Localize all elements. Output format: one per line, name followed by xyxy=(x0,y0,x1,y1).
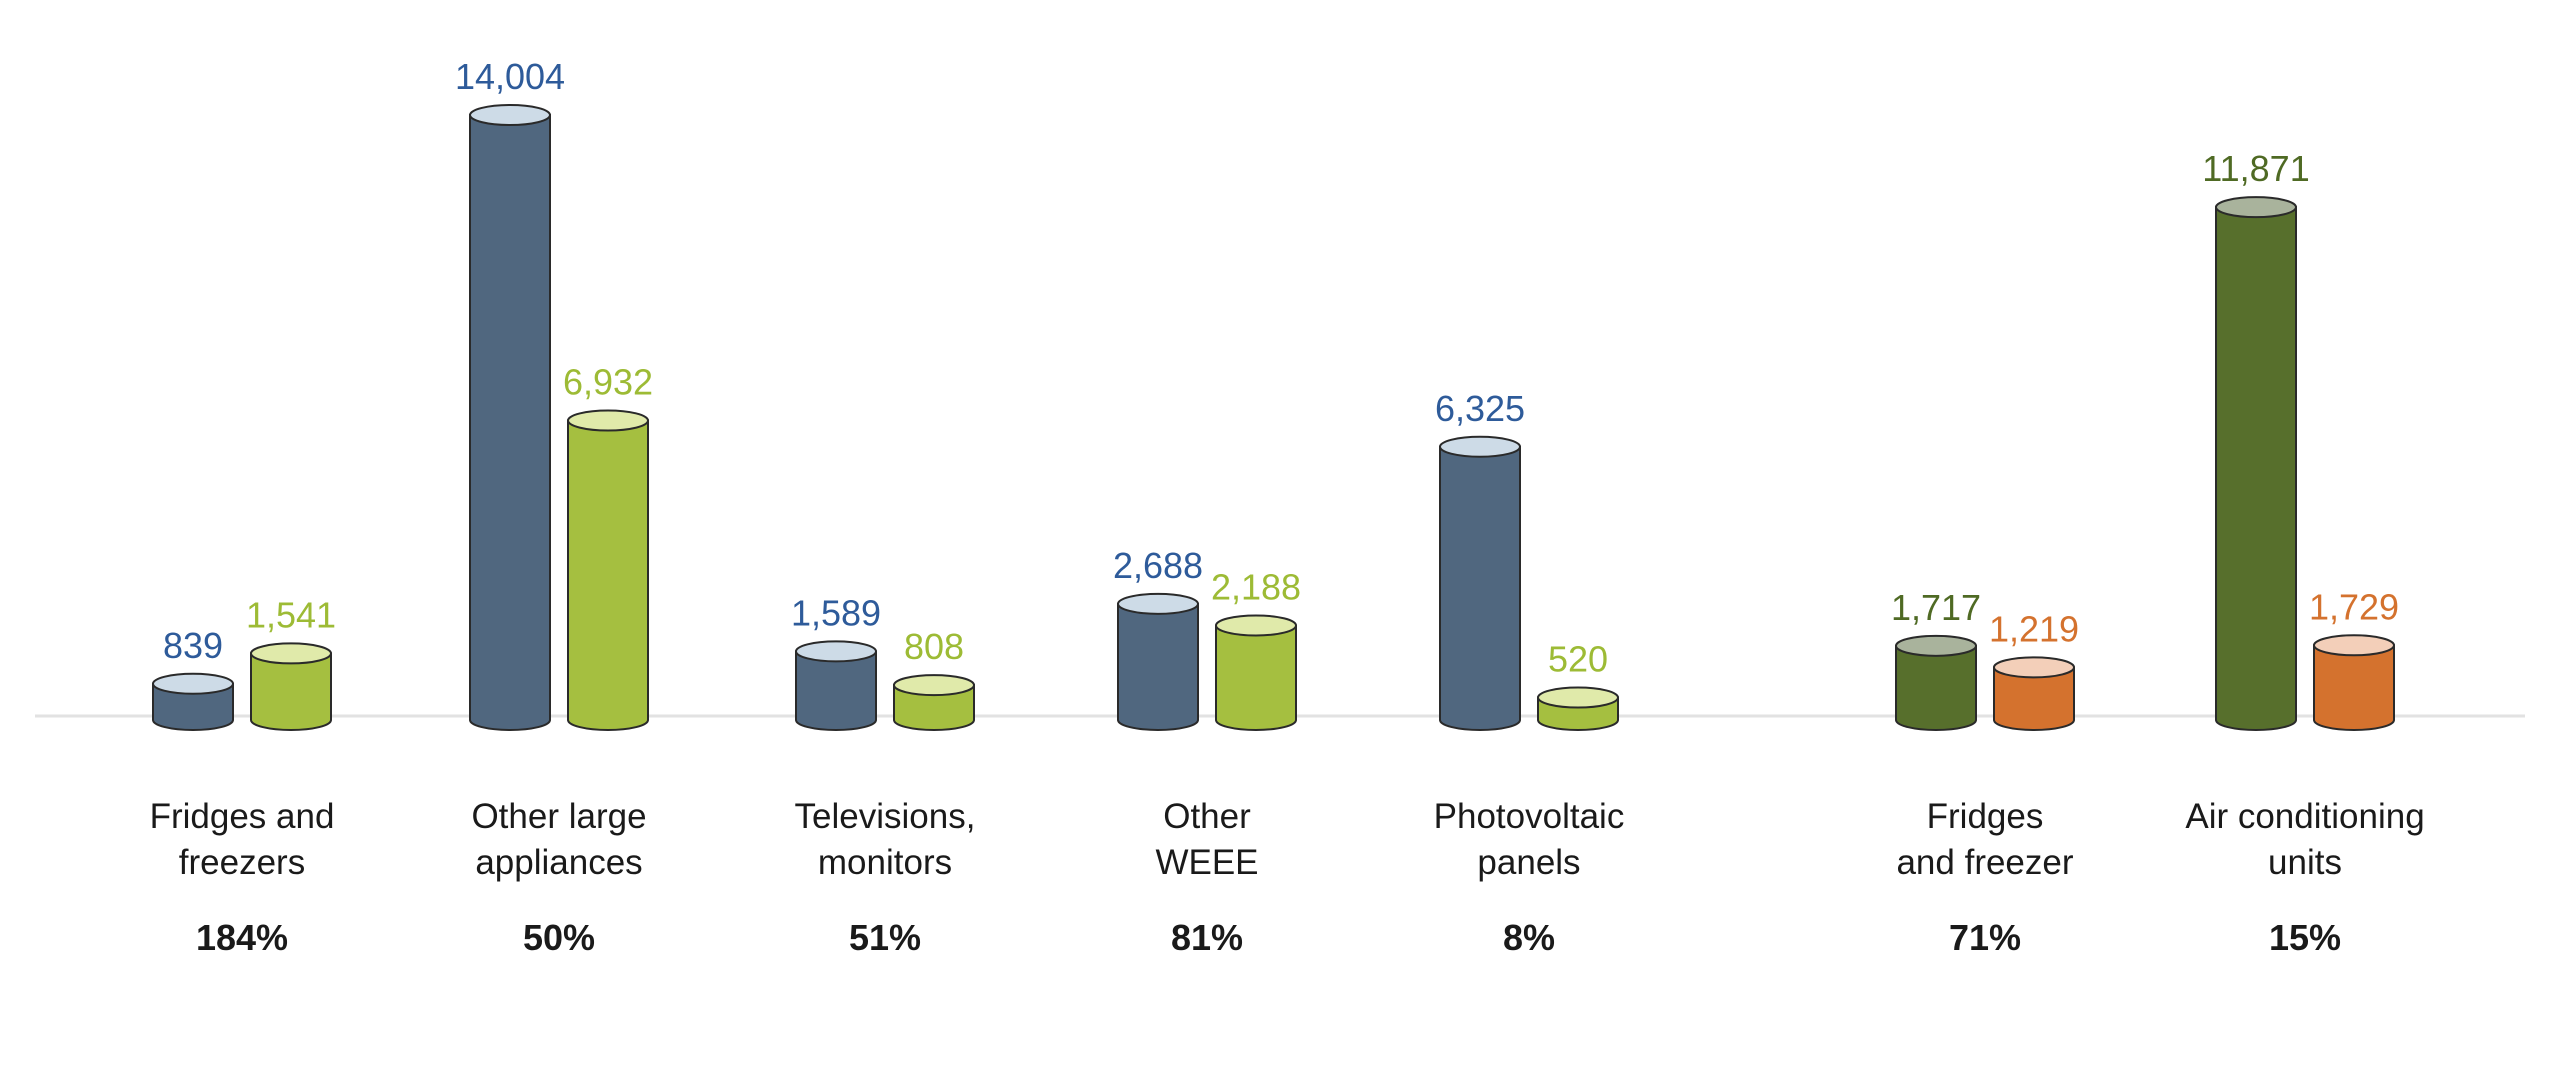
bar-top xyxy=(469,104,551,127)
bar-group: 839 1,541 Fridges and freezers 184% xyxy=(150,594,336,958)
percent-label: 8% xyxy=(1503,917,1555,958)
bar-group: 6,325 520 Photovoltaic panels 8% xyxy=(1434,388,1625,958)
category-label: Televisions, xyxy=(795,797,976,836)
bar-body xyxy=(567,419,649,731)
category-label: Other large xyxy=(471,797,646,836)
percent-label: 50% xyxy=(523,917,595,958)
bar-top xyxy=(795,640,877,663)
bar-body xyxy=(250,652,332,731)
bar-body xyxy=(1439,445,1521,731)
bar-top xyxy=(152,672,234,695)
bar-body xyxy=(1895,644,1977,731)
data-label: 1,541 xyxy=(246,594,336,635)
data-label: 11,871 xyxy=(2202,148,2309,189)
bar xyxy=(893,674,975,731)
bar-top xyxy=(250,642,332,665)
bar xyxy=(1993,656,2075,731)
data-label: 6,325 xyxy=(1435,388,1525,429)
bar-body xyxy=(1993,666,2075,731)
bar xyxy=(152,672,234,731)
bar xyxy=(1537,686,1619,731)
bar-top xyxy=(2215,196,2297,219)
bar-top xyxy=(1537,686,1619,709)
bar xyxy=(1117,592,1199,731)
bar xyxy=(2313,634,2395,731)
data-label: 520 xyxy=(1548,639,1608,680)
category-label: units xyxy=(2268,843,2342,882)
bar-group: 14,004 6,932 Other large appliances 50% xyxy=(455,56,653,958)
bar xyxy=(1215,614,1297,731)
category-label: Other xyxy=(1163,797,1251,836)
category-label: freezers xyxy=(179,843,305,882)
bar-body xyxy=(893,684,975,731)
percent-label: 71% xyxy=(1949,917,2021,958)
bar-top xyxy=(1895,634,1977,657)
category-label: panels xyxy=(1477,843,1580,882)
bar-group: 11,871 1,729 Air conditioning units 15% xyxy=(2185,148,2424,958)
category-label: and freezer xyxy=(1896,843,2073,882)
category-label: Air conditioning xyxy=(2185,797,2424,836)
bar-body xyxy=(795,650,877,731)
percent-label: 184% xyxy=(196,917,288,958)
category-label: monitors xyxy=(818,843,952,882)
bar-body xyxy=(152,682,234,731)
bar-body xyxy=(1215,624,1297,731)
data-label: 2,688 xyxy=(1113,545,1203,586)
bar xyxy=(1895,634,1977,731)
bar xyxy=(469,104,551,731)
bar-body xyxy=(2313,644,2395,731)
data-label: 839 xyxy=(163,625,223,666)
bar-top xyxy=(2313,634,2395,657)
bar xyxy=(1439,435,1521,731)
bar-top xyxy=(567,409,649,432)
bar-body xyxy=(2215,206,2297,731)
data-label: 14,004 xyxy=(455,56,565,97)
bar xyxy=(795,640,877,731)
bar-group: 1,589 808 Televisions, monitors 51% xyxy=(791,592,976,958)
bar xyxy=(567,409,649,731)
data-label: 1,729 xyxy=(2309,586,2399,627)
bar-top xyxy=(1439,435,1521,458)
category-label: Fridges and xyxy=(150,797,335,836)
data-label: 1,589 xyxy=(791,592,881,633)
category-label: Photovoltaic xyxy=(1434,797,1625,836)
data-label: 2,188 xyxy=(1211,566,1301,607)
percent-label: 15% xyxy=(2269,917,2341,958)
bar-top xyxy=(1993,656,2075,679)
bar-top xyxy=(1215,614,1297,637)
bar xyxy=(250,642,332,731)
bar-top xyxy=(1117,592,1199,615)
data-label: 6,932 xyxy=(563,362,653,403)
bar-body xyxy=(469,114,551,731)
bar xyxy=(2215,196,2297,731)
data-label: 1,219 xyxy=(1989,608,2079,649)
data-label: 808 xyxy=(904,626,964,667)
category-label: appliances xyxy=(475,843,642,882)
bar-top xyxy=(893,674,975,697)
data-label: 1,717 xyxy=(1891,587,1981,628)
category-label: Fridges xyxy=(1927,797,2044,836)
category-label: WEEE xyxy=(1155,843,1258,882)
percent-label: 51% xyxy=(849,917,921,958)
percent-label: 81% xyxy=(1171,917,1243,958)
bar-body xyxy=(1117,602,1199,731)
